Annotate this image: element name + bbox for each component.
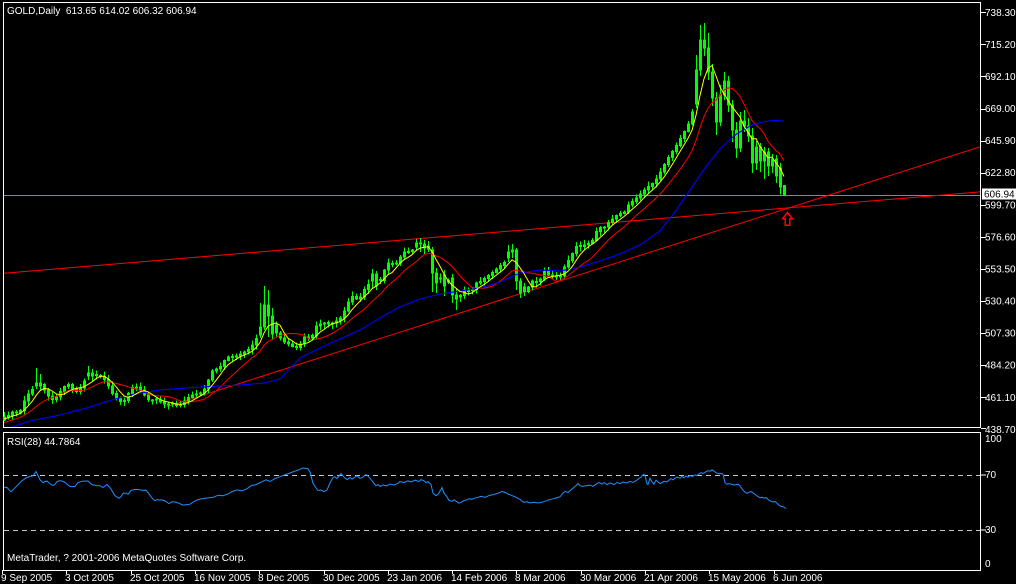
svg-text:30 Mar 2006: 30 Mar 2006: [580, 573, 637, 584]
svg-text:GOLD,Daily 613.65 614.02 606.: GOLD,Daily 613.65 614.02 606.32 606.94: [7, 6, 197, 17]
svg-text:0: 0: [985, 559, 991, 570]
svg-text:6 Jun 2006: 6 Jun 2006: [773, 573, 823, 584]
svg-text:606.94: 606.94: [984, 190, 1015, 201]
svg-text:8 Dec 2005: 8 Dec 2005: [258, 573, 310, 584]
svg-text:9 Sep 2005: 9 Sep 2005: [1, 573, 53, 584]
svg-text:3 Oct 2005: 3 Oct 2005: [65, 573, 114, 584]
svg-text:553.50: 553.50: [985, 265, 1016, 276]
svg-text:530.40: 530.40: [985, 297, 1016, 308]
svg-text:645.90: 645.90: [985, 136, 1016, 147]
svg-text:576.60: 576.60: [985, 232, 1016, 243]
svg-text:484.20: 484.20: [985, 361, 1016, 372]
svg-text:738.30: 738.30: [985, 8, 1016, 19]
svg-text:692.10: 692.10: [985, 72, 1016, 83]
svg-text:507.30: 507.30: [985, 329, 1016, 340]
svg-text:30: 30: [985, 525, 997, 536]
svg-text:669.00: 669.00: [985, 104, 1016, 115]
svg-text:599.70: 599.70: [985, 200, 1016, 211]
svg-text:25 Oct 2005: 25 Oct 2005: [130, 573, 185, 584]
svg-text:622.80: 622.80: [985, 168, 1016, 179]
svg-text:21 Apr 2006: 21 Apr 2006: [644, 573, 698, 584]
svg-text:438.70: 438.70: [985, 425, 1016, 436]
svg-text:MetaTrader, ? 2001-2006 MetaQu: MetaTrader, ? 2001-2006 MetaQuotes Softw…: [7, 553, 246, 564]
svg-text:23 Jan 2006: 23 Jan 2006: [387, 573, 442, 584]
svg-text:16 Nov 2005: 16 Nov 2005: [194, 573, 251, 584]
svg-text:715.20: 715.20: [985, 40, 1016, 51]
svg-text:30 Dec 2005: 30 Dec 2005: [323, 573, 380, 584]
svg-text:70: 70: [985, 470, 997, 481]
svg-text:100: 100: [985, 434, 1002, 445]
svg-text:15 May 2006: 15 May 2006: [708, 573, 766, 584]
svg-text:8 Mar 2006: 8 Mar 2006: [515, 573, 566, 584]
svg-text:461.10: 461.10: [985, 393, 1016, 404]
svg-text:RSI(28) 44.7864: RSI(28) 44.7864: [7, 437, 81, 448]
svg-text:14 Feb 2006: 14 Feb 2006: [451, 573, 508, 584]
